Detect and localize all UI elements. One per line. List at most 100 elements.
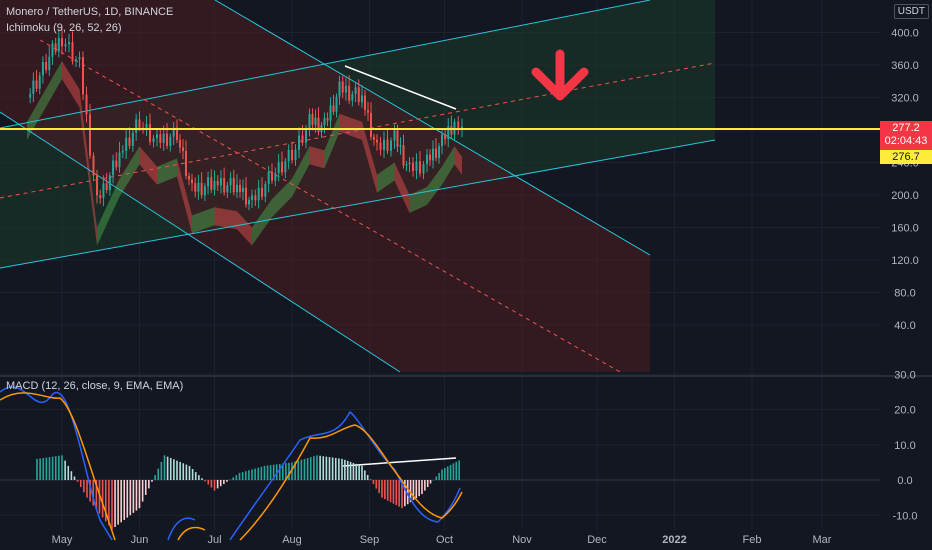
signal-line <box>0 392 463 541</box>
candle-body <box>405 164 408 166</box>
macd-histogram-bar <box>201 478 203 480</box>
candle-body <box>254 195 257 201</box>
macd-histogram-bar <box>303 458 306 480</box>
macd-histogram-bar <box>346 460 349 480</box>
candle-body <box>317 117 320 133</box>
cloud-segment <box>377 162 395 193</box>
macd-histogram-bar <box>309 457 312 480</box>
price-trendline[interactable] <box>344 65 457 110</box>
macd-histogram-bar <box>409 480 412 503</box>
candle-body <box>54 43 57 52</box>
bear-lower-line <box>0 111 401 373</box>
candle-body <box>248 199 250 205</box>
candle-body <box>432 148 434 161</box>
macd-histogram-bar <box>366 474 369 480</box>
macd-histogram-bar <box>151 480 153 482</box>
candle-body <box>386 139 389 151</box>
ichimoku-label[interactable]: Ichimoku (9, 26, 52, 26) <box>6 22 122 34</box>
candle-body <box>364 95 366 111</box>
macd-histogram-bar <box>54 456 57 480</box>
macd-histogram-bar <box>263 465 266 480</box>
macd-histogram-bar <box>404 480 406 507</box>
macd-histogram-bar <box>381 480 383 498</box>
macd-histogram-bar <box>364 470 366 480</box>
macd-trendline[interactable] <box>342 457 457 467</box>
candle-body <box>415 161 418 171</box>
macd-histogram-bar <box>282 463 284 480</box>
macd-histogram-bar <box>344 459 346 480</box>
macd-line <box>0 386 461 541</box>
candle-body <box>57 38 60 52</box>
candle-body <box>301 135 304 143</box>
macd-histogram-bar <box>415 480 418 499</box>
candle-body <box>326 118 329 121</box>
macd-histogram-bar <box>198 475 200 480</box>
macd-histogram-bar <box>294 461 296 480</box>
macd-histogram-bar <box>166 456 169 480</box>
macd-histogram-bar <box>42 457 45 480</box>
currency-selector[interactable]: USDT <box>893 4 929 19</box>
macd-histogram-bar <box>406 480 409 505</box>
cloud-segment <box>157 158 177 185</box>
macd-histogram-bar <box>458 460 460 480</box>
candle-body <box>200 182 203 196</box>
candle-body <box>71 42 74 62</box>
price-tick-label: 200.0 <box>891 190 919 202</box>
candle-body <box>61 38 63 47</box>
candle-body <box>210 177 213 190</box>
macd-tick-label: 10.0 <box>894 440 915 452</box>
candle-body <box>203 186 206 196</box>
macd-histogram-bar <box>120 480 122 523</box>
macd-histogram-bar <box>438 472 440 480</box>
candle-body <box>169 136 172 146</box>
cloud-segment <box>394 162 410 213</box>
macd-histogram-bar <box>275 464 278 480</box>
candle-body <box>354 87 357 95</box>
macd-histogram-bar <box>300 459 303 480</box>
cloud-segment <box>62 60 80 108</box>
time-tick-label: Nov <box>512 534 532 546</box>
macd-histogram-bar <box>392 480 395 504</box>
macd-histogram-bar <box>188 465 191 480</box>
candle-body <box>245 187 247 205</box>
support-price-tag: 276.7 <box>880 150 932 164</box>
time-tick-label: Oct <box>436 534 453 546</box>
bear-channel-fill <box>0 0 650 372</box>
price-tick-label: 360.0 <box>891 60 919 72</box>
candle-body <box>311 114 314 125</box>
candle-body <box>373 136 375 140</box>
candle-body <box>461 126 463 130</box>
macd-histogram-bar <box>241 472 244 480</box>
macd-histogram-bar <box>352 462 355 480</box>
macd-histogram-bar <box>129 480 132 516</box>
macd-histogram-bar <box>444 467 446 480</box>
candle-body <box>38 75 41 89</box>
down-arrow-icon <box>531 49 589 101</box>
macd-histogram-bar <box>144 480 147 495</box>
candle-body <box>32 80 35 94</box>
cloud-segment <box>362 121 377 193</box>
macd-histogram-bar <box>76 480 79 482</box>
candle-body <box>45 62 48 71</box>
macd-histogram-bar <box>123 480 126 520</box>
price-tick-label: 400.0 <box>891 28 919 40</box>
candle-body <box>357 87 360 103</box>
candle-body <box>188 175 190 180</box>
time-tick-label: Sep <box>360 534 380 546</box>
macd-histogram-bar <box>455 461 458 480</box>
bar-countdown: 02:04:43 <box>884 135 928 147</box>
candle-body <box>361 95 363 103</box>
candle-body <box>393 130 396 141</box>
macd-histogram-bar <box>108 480 110 526</box>
price-axis: 400.0360.0320.0280.0240.0200.0160.0120.0… <box>891 28 919 523</box>
macd-histogram-bar <box>226 480 228 482</box>
cloud-segment <box>97 178 120 246</box>
candle-body <box>261 187 263 197</box>
macd-tick-label: 30.0 <box>894 369 915 381</box>
macd-label[interactable]: MACD (12, 26, close, 9, EMA, EMA) <box>6 380 184 392</box>
macd-histogram-bar <box>64 460 66 480</box>
macd-histogram-bar <box>210 480 213 488</box>
candle-body <box>185 150 187 176</box>
candle-body <box>152 138 155 142</box>
